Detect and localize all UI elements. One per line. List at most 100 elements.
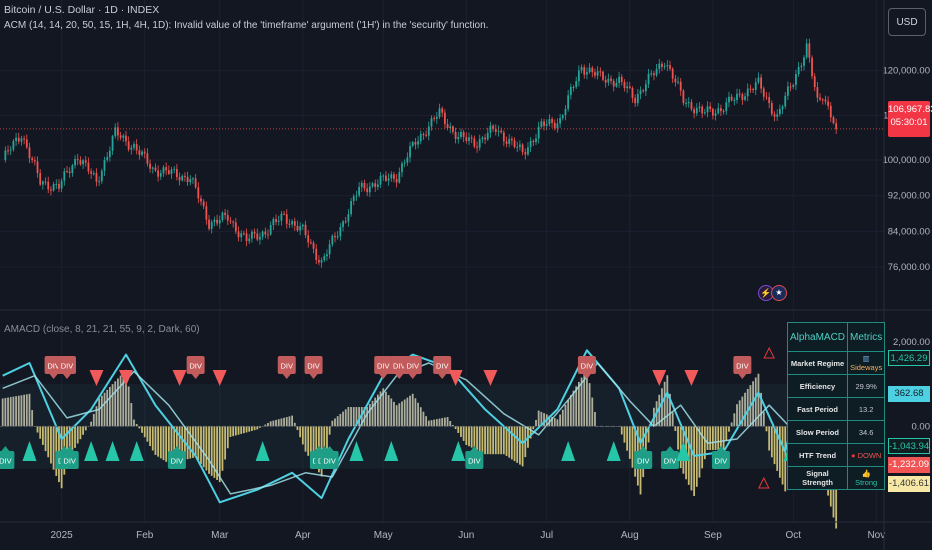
- candle-body: [618, 76, 620, 83]
- histogram-bar: [623, 426, 626, 443]
- bearish-div-marker-box: [374, 356, 393, 374]
- histogram-bar: [87, 426, 90, 427]
- candle-body: [66, 171, 68, 173]
- histogram-bar: [31, 410, 34, 427]
- histogram-bar: [173, 426, 176, 463]
- candle-body: [620, 76, 623, 83]
- histogram-bar: [374, 397, 377, 427]
- candle-body: [714, 113, 717, 116]
- candle-body: [229, 220, 232, 222]
- bearish-div-marker-pointer: [438, 374, 447, 379]
- candle-body: [285, 214, 288, 224]
- histogram-bar: [709, 426, 712, 450]
- candle-body: [395, 178, 398, 183]
- histogram-bar: [492, 426, 495, 455]
- histogram-bar: [556, 419, 559, 427]
- bearish-div-marker: DIV: [277, 356, 296, 379]
- flag-icon[interactable]: ★: [771, 285, 787, 301]
- histogram-bar: [387, 395, 390, 427]
- candle-body: [216, 219, 218, 224]
- bearish-div-marker-pointer: [582, 374, 591, 379]
- candle-body: [200, 198, 202, 202]
- histogram-bar: [117, 378, 119, 427]
- histogram-bar: [457, 426, 460, 433]
- candle-body: [543, 121, 545, 126]
- macd-line: [2, 349, 838, 504]
- histogram-bar: [50, 426, 52, 464]
- bullish-div-marker-box: [167, 451, 186, 469]
- histogram-bar: [259, 426, 261, 428]
- histogram-bar: [309, 426, 312, 460]
- histogram-bar: [216, 426, 218, 481]
- histogram-bar: [497, 426, 500, 455]
- metric-label: Fast Period: [786, 397, 849, 421]
- indicator-tick-label: 2,000.00: [893, 337, 930, 348]
- candle-body: [556, 123, 559, 129]
- candle-body: [350, 201, 352, 215]
- histogram-bar: [569, 395, 572, 427]
- candle-body: [435, 116, 438, 119]
- candle-body: [71, 165, 74, 174]
- candle-body: [261, 231, 264, 237]
- candle-body: [92, 173, 95, 175]
- candle-body: [221, 212, 224, 220]
- bearish-div-marker: DIV: [58, 356, 76, 379]
- histogram-bar: [331, 420, 334, 427]
- histogram-bar: [288, 416, 291, 427]
- symbol-title: Bitcoin / U.S. Dollar · 1D · INDEX: [4, 4, 160, 16]
- candle-body: [36, 161, 39, 174]
- candle-body: [398, 172, 401, 183]
- histogram-bar: [765, 426, 768, 432]
- candle-body: [50, 189, 52, 191]
- candles[interactable]: [4, 38, 838, 268]
- candle-body: [658, 63, 661, 69]
- candle-body: [513, 140, 516, 148]
- candle-body: [210, 222, 213, 229]
- metric-label: Slow Period: [786, 420, 849, 444]
- candle-body: [84, 160, 87, 163]
- histogram-bar: [213, 426, 216, 478]
- currency-button[interactable]: USD: [888, 8, 926, 36]
- histogram-bar: [594, 411, 596, 427]
- bearish-div-marker-box: [58, 356, 76, 374]
- histogram-bar: [79, 426, 82, 440]
- histogram-bar: [74, 426, 76, 448]
- bullish-div-marker-pointer: [314, 446, 323, 451]
- candle-body: [315, 248, 318, 260]
- candle-body: [827, 101, 830, 106]
- histogram-bar: [679, 426, 682, 469]
- histogram-bar: [644, 426, 647, 460]
- candle-body: [711, 108, 714, 116]
- candle-body: [141, 151, 143, 155]
- histogram-bar: [9, 397, 12, 427]
- histogram-bar: [460, 426, 462, 437]
- candle-body: [674, 78, 677, 83]
- histogram-bar: [299, 426, 302, 438]
- candle-body: [12, 141, 15, 150]
- candle-body: [519, 144, 521, 147]
- candle-body: [189, 179, 192, 183]
- candle-body: [117, 127, 119, 136]
- histogram-bar: [757, 373, 760, 427]
- bearish-div-marker-box: [304, 356, 323, 374]
- bearish-div-marker: DIV: [577, 356, 596, 379]
- histogram-bar: [141, 426, 143, 433]
- histogram-bar: [350, 407, 352, 427]
- candle-body: [178, 177, 181, 181]
- candle-body: [778, 109, 781, 115]
- candle-body: [264, 231, 267, 235]
- candle-body: [599, 71, 602, 73]
- histogram-bar: [521, 426, 524, 467]
- candle-body: [829, 105, 832, 118]
- bearish-div-marker: DIV: [304, 356, 323, 379]
- candle-body: [406, 157, 409, 163]
- bullish-div-marker: DIV: [320, 446, 339, 469]
- bullish-div-marker-pointer: [639, 446, 648, 451]
- histogram-bar: [703, 426, 706, 460]
- candle-body: [87, 162, 90, 172]
- histogram-bar: [674, 426, 677, 431]
- candle-body: [553, 122, 556, 129]
- histogram-bar: [559, 414, 562, 427]
- candle-body: [567, 95, 570, 110]
